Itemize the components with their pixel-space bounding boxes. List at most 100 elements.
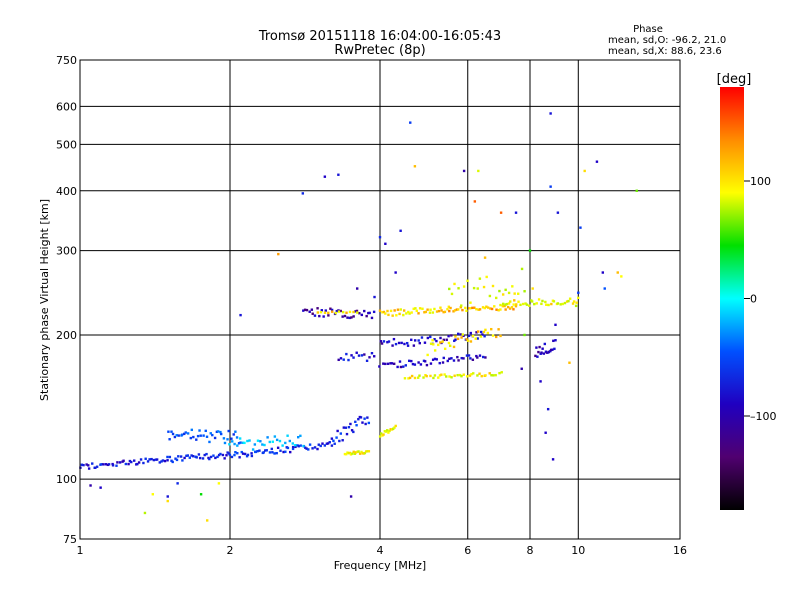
data-point — [456, 373, 459, 377]
data-point — [328, 441, 331, 444]
data-point — [453, 374, 456, 377]
data-point — [435, 339, 438, 343]
data-point — [465, 338, 468, 341]
phase-info-o: mean, sd,O: -96.2, 21.0 — [608, 35, 726, 46]
data-point — [452, 345, 456, 349]
data-point — [402, 365, 405, 368]
data-point — [513, 299, 516, 302]
data-point — [468, 374, 472, 377]
data-point — [195, 456, 198, 459]
data-point — [575, 301, 578, 304]
data-point — [348, 451, 352, 455]
data-point — [466, 375, 469, 378]
data-point — [366, 450, 369, 453]
data-point — [483, 335, 486, 338]
data-point — [403, 377, 407, 380]
data-point — [233, 442, 236, 446]
data-point — [343, 314, 347, 318]
data-point — [199, 434, 202, 437]
data-point — [497, 309, 500, 312]
data-point — [150, 457, 153, 461]
data-point — [413, 339, 417, 342]
data-point — [486, 306, 490, 309]
data-point — [482, 285, 486, 289]
data-point — [418, 374, 421, 377]
data-point — [431, 358, 435, 361]
data-point — [443, 310, 447, 314]
data-point — [516, 292, 520, 295]
data-point — [466, 339, 470, 342]
data-point — [324, 309, 327, 312]
data-point — [460, 374, 463, 378]
data-point — [482, 330, 486, 334]
data-point — [478, 354, 482, 357]
data-point — [235, 436, 239, 439]
data-point — [175, 458, 179, 462]
data-point — [501, 293, 505, 296]
data-point — [330, 308, 334, 312]
data-point — [271, 451, 274, 454]
data-point — [492, 374, 495, 377]
data-point — [111, 462, 114, 466]
data-point — [464, 306, 467, 310]
data-point — [422, 376, 425, 379]
y-tick-label: 300 — [56, 245, 77, 258]
data-point — [273, 435, 277, 438]
data-point — [459, 333, 462, 336]
data-point — [239, 313, 242, 317]
data-point — [94, 466, 97, 469]
data-point — [251, 448, 255, 451]
data-point — [198, 429, 201, 432]
data-point — [514, 305, 518, 308]
data-point — [171, 460, 174, 464]
data-point — [470, 373, 473, 376]
data-point — [531, 287, 534, 290]
data-point — [250, 454, 254, 458]
x-tick-label: 4 — [377, 544, 384, 557]
data-point — [233, 453, 236, 457]
data-point — [254, 450, 257, 454]
data-point — [321, 442, 324, 445]
data-point — [459, 306, 463, 309]
data-point — [128, 459, 132, 463]
colorbar-tick-label: 0 — [750, 293, 757, 306]
data-point — [407, 377, 410, 380]
data-point — [308, 310, 311, 313]
data-point — [534, 354, 537, 358]
data-point — [303, 308, 307, 311]
chart-subtitle: RwPretec (8p) — [334, 43, 425, 58]
data-point — [250, 452, 253, 455]
data-point — [454, 338, 457, 341]
data-point — [177, 455, 180, 458]
data-point — [311, 312, 314, 315]
data-point — [185, 454, 188, 458]
data-point — [278, 439, 282, 443]
data-point — [460, 336, 463, 339]
data-point — [471, 306, 474, 310]
data-point — [537, 298, 541, 301]
data-point — [87, 464, 90, 467]
data-point — [341, 310, 345, 314]
data-point — [442, 310, 445, 314]
data-point — [488, 294, 492, 298]
data-point — [553, 347, 556, 351]
data-point — [391, 314, 394, 317]
data-point — [209, 432, 212, 435]
data-point — [485, 305, 488, 308]
data-point — [445, 375, 448, 378]
data-point — [232, 433, 235, 436]
data-point — [533, 302, 536, 306]
data-point — [215, 430, 219, 434]
data-point — [284, 450, 287, 453]
data-point — [433, 307, 436, 311]
data-point — [349, 495, 353, 498]
data-point — [554, 323, 557, 327]
data-point — [387, 340, 391, 343]
data-point — [201, 457, 205, 460]
data-point — [337, 310, 341, 313]
data-point — [456, 355, 459, 359]
data-point — [246, 453, 250, 457]
data-point — [91, 462, 94, 465]
data-point — [205, 519, 209, 522]
data-point — [616, 271, 619, 274]
